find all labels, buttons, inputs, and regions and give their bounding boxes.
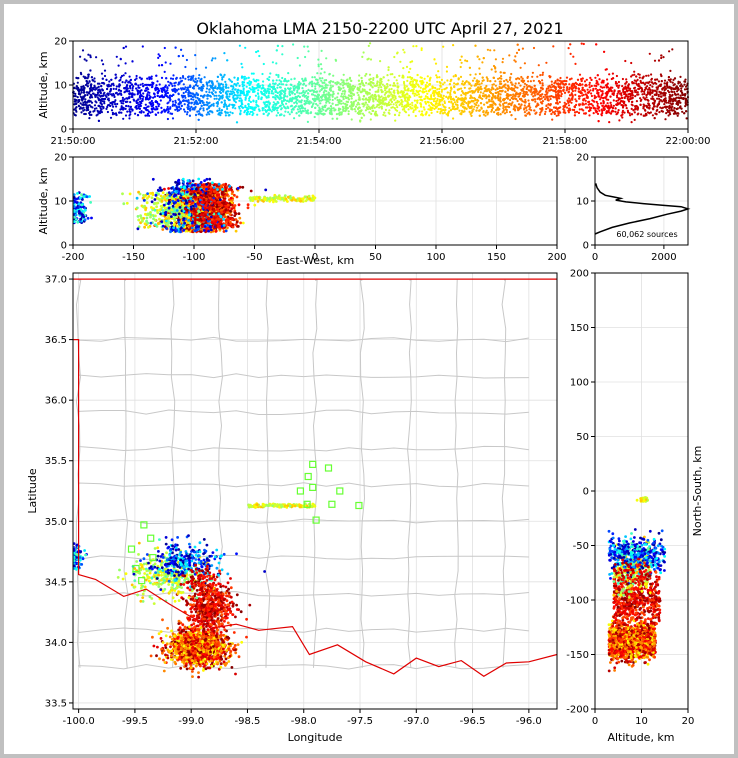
altitude-histogram-panel: 0 2000 0 10 20 60,062 sources — [576, 153, 691, 263]
longitude-tick-label: -96.0 — [516, 716, 542, 727]
latitude-tick-label: 34.0 — [45, 638, 67, 649]
histogram-y-tick-label: 20 — [576, 153, 589, 164]
north-south-ylabel: North-South, km — [691, 446, 704, 537]
time-altitude-x-tick-label: 22:00:00 — [666, 136, 711, 147]
time-altitude-x-tick-label: 21:50:00 — [51, 136, 96, 147]
plan-view-points — [72, 502, 317, 679]
east-west-y-tick-label: 20 — [54, 153, 67, 164]
time-altitude-panel: 21:50:00 21:52:00 21:54:00 21:56:00 21:58:00… — [37, 37, 710, 148]
time-altitude-x-tick-label: 21:52:00 — [174, 136, 219, 147]
source-count-annotation: 60,062 sources — [616, 230, 677, 239]
plan-view-ylabel: Latitude — [26, 468, 39, 514]
histogram-x-tick-label: 2000 — [651, 252, 676, 263]
histogram-y-tick-label: 10 — [576, 197, 589, 208]
latitude-tick-label: 36.5 — [45, 335, 67, 346]
east-west-x-tick-label: -50 — [246, 252, 262, 263]
latitude-tick-label: 37.0 — [45, 275, 67, 286]
lma-stations — [127, 460, 363, 585]
east-west-x-tick-label: 100 — [426, 252, 445, 263]
east-west-x-tick-label: 150 — [487, 252, 506, 263]
north-south-xlabel: Altitude, km — [607, 731, 674, 744]
latitude-tick-label: 35.0 — [45, 517, 67, 528]
time-altitude-x-tick-label: 21:54:00 — [297, 136, 342, 147]
east-west-points — [72, 177, 317, 234]
east-west-x-tick-label: 50 — [369, 252, 382, 263]
time-altitude-ylabel: Altitude, km — [37, 51, 50, 118]
east-west-xlabel: East-West, km — [276, 254, 354, 267]
north-south-y-tick-label: -100 — [566, 596, 589, 607]
east-west-ylabel: Altitude, km — [37, 167, 50, 234]
longitude-tick-label: -98.5 — [235, 716, 261, 727]
north-south-y-tick-label: -150 — [566, 650, 589, 661]
time-altitude-x-tick-label: 21:58:00 — [543, 136, 588, 147]
north-south-x-tick-label: 10 — [635, 716, 648, 727]
longitude-tick-label: -99.5 — [122, 716, 148, 727]
time-altitude-y-tick-label: 10 — [54, 81, 67, 92]
north-south-y-tick-label: 200 — [570, 269, 589, 280]
latitude-tick-label: 33.5 — [45, 698, 67, 709]
state-boundary — [73, 278, 558, 678]
north-south-y-tick-label: 50 — [576, 432, 589, 443]
latitude-tick-label: 36.0 — [45, 396, 67, 407]
histogram-x-tick-label: 0 — [592, 252, 598, 263]
altitude-north-south-points — [607, 496, 667, 673]
north-south-x-tick-label: 0 — [592, 716, 598, 727]
east-west-x-tick-label: -200 — [62, 252, 85, 263]
histogram-y-tick-label: 0 — [583, 241, 589, 252]
north-south-x-tick-label: 20 — [682, 716, 695, 727]
longitude-tick-label: -99.0 — [178, 716, 204, 727]
latitude-tick-label: 35.5 — [45, 456, 67, 467]
east-west-x-tick-label: 0 — [312, 252, 318, 263]
time-altitude-x-tick-label: 21:56:00 — [420, 136, 465, 147]
altitude-profile-line — [594, 183, 691, 235]
north-south-y-tick-label: -50 — [573, 541, 589, 552]
north-south-y-tick-label: 150 — [570, 323, 589, 334]
plan-view-panel: -100.0 -99.5 -99.0 -98.5 -98.0 -97.5 -97.0 -96.… — [26, 272, 558, 744]
plan-view-xlabel: Longitude — [288, 731, 343, 744]
east-west-panel: -200 -150 -100 -50 0 50 100 150 200 0 10 20 East-We… — [37, 153, 567, 268]
east-west-x-tick-label: -100 — [183, 252, 206, 263]
east-west-x-tick-label: -150 — [122, 252, 145, 263]
north-south-y-tick-label: 100 — [570, 378, 589, 389]
chart-title: Oklahoma LMA 2150-2200 UTC April 27, 202… — [196, 19, 563, 38]
latitude-tick-label: 34.5 — [45, 577, 67, 588]
longitude-tick-label: -97.0 — [403, 716, 429, 727]
east-west-x-tick-label: 200 — [547, 252, 566, 263]
longitude-tick-label: -98.0 — [291, 716, 317, 727]
longitude-tick-label: -96.5 — [460, 716, 486, 727]
east-west-y-tick-label: 10 — [54, 197, 67, 208]
north-south-y-tick-label: -200 — [566, 705, 589, 716]
time-altitude-points — [72, 42, 690, 124]
longitude-tick-label: -100.0 — [63, 716, 95, 727]
altitude-north-south-panel: 0 10 20 -200 -150 -100 -50 0 50 100 150 200 Altitud… — [566, 269, 704, 745]
time-altitude-y-tick-label: 20 — [54, 37, 67, 48]
time-altitude-y-tick-label: 0 — [61, 125, 67, 136]
longitude-tick-label: -97.5 — [347, 716, 373, 727]
figure: Oklahoma LMA 2150-2200 UTC April 27, 202… — [4, 4, 734, 754]
north-south-y-tick-label: 0 — [583, 487, 589, 498]
east-west-y-tick-label: 0 — [61, 241, 67, 252]
